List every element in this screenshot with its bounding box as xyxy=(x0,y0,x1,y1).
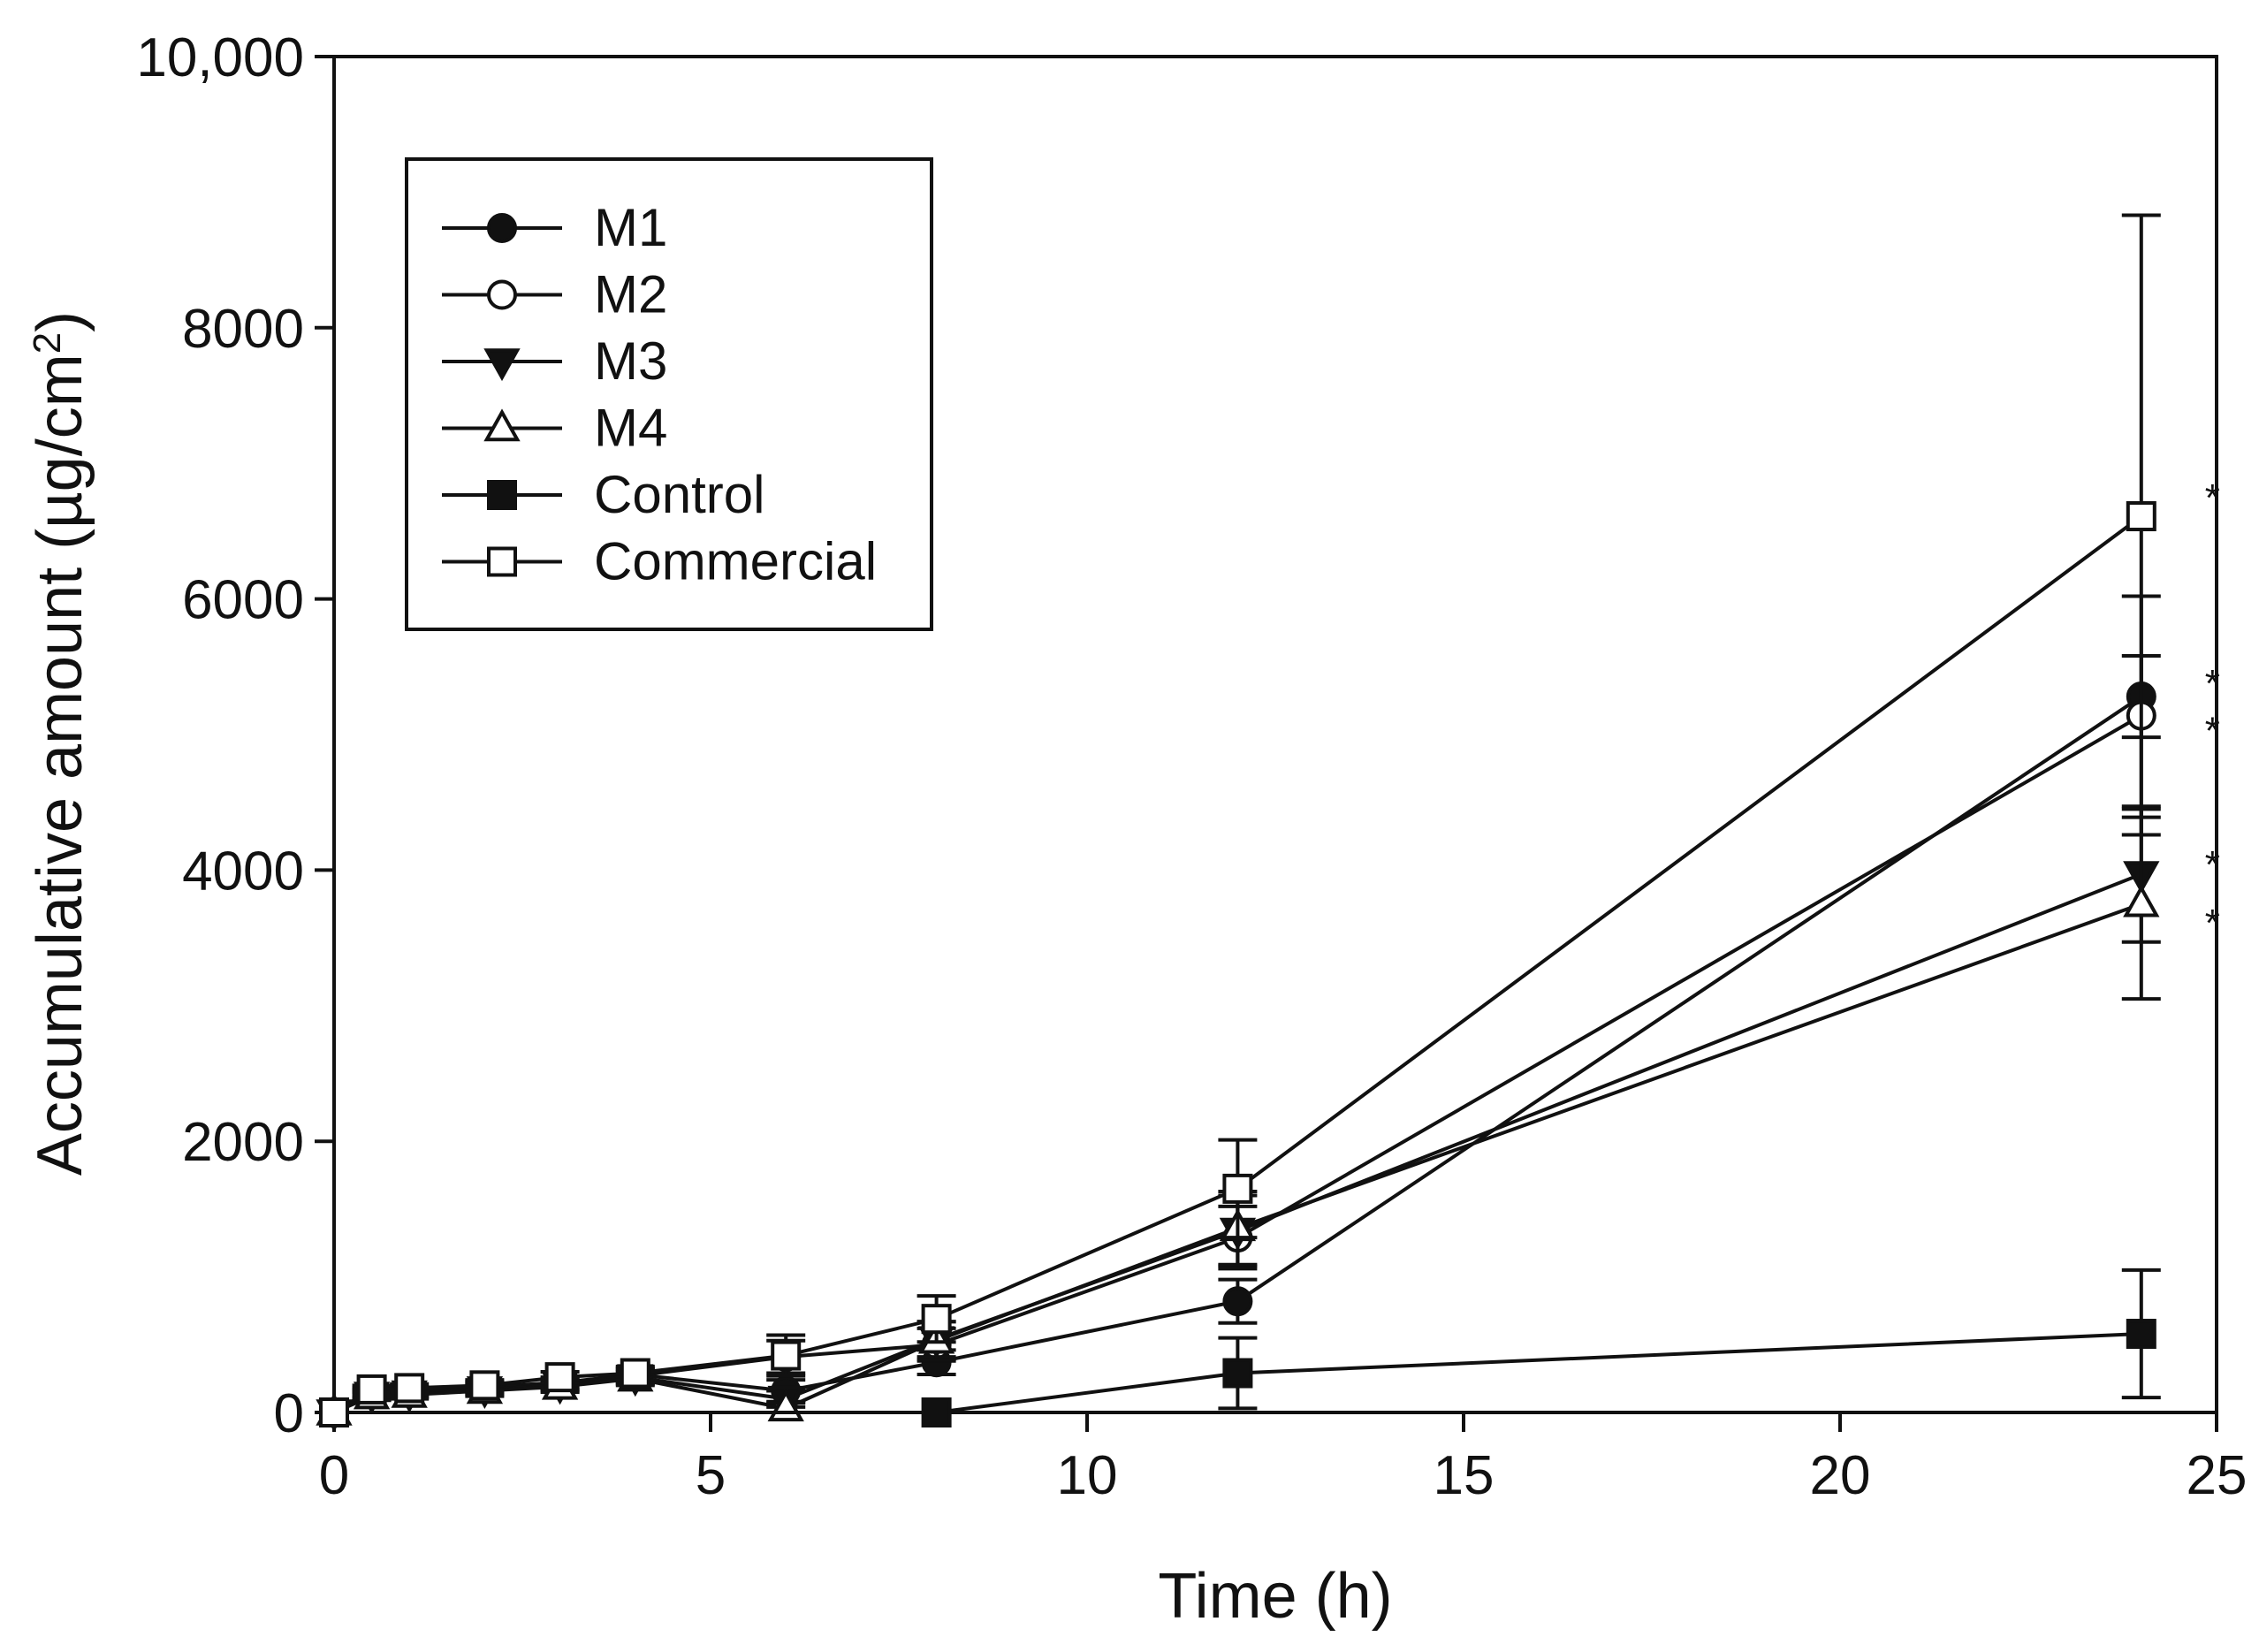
series-m4: * xyxy=(316,807,2220,1426)
x-tick-label: 20 xyxy=(1810,1445,1871,1506)
plot-border xyxy=(332,55,2218,1414)
series-m3: * xyxy=(316,804,2220,1433)
x-tick-label: 25 xyxy=(2187,1445,2248,1506)
series-commercial: * xyxy=(319,213,2220,1427)
legend-label-m4: M4 xyxy=(594,399,667,458)
significance-star-m1: * xyxy=(2205,662,2220,705)
y-axis-title: Accumulative amount (µg/cm2) xyxy=(25,311,95,1176)
x-tick-label: 0 xyxy=(319,1445,349,1506)
significance-star-m2: * xyxy=(2205,710,2220,753)
legend-marker-m3 xyxy=(483,348,521,382)
point-commercial xyxy=(544,1362,575,1393)
legend-label-m2: M2 xyxy=(594,265,667,324)
point-control xyxy=(1222,1358,1253,1389)
legend-marker-control xyxy=(487,480,517,510)
point-commercial xyxy=(356,1374,387,1405)
y-tick-label: 8000 xyxy=(182,299,304,360)
series-line-control xyxy=(334,1332,2141,1414)
legend-label-control: Control xyxy=(594,465,764,524)
point-commercial xyxy=(319,1397,349,1427)
series-line-commercial xyxy=(332,514,2142,1414)
legend-marker-m4 xyxy=(483,408,521,442)
y-tick-label: 2000 xyxy=(182,1112,304,1173)
point-commercial xyxy=(620,1358,650,1389)
legend-marker-commercial xyxy=(487,546,517,577)
y-tick-label: 4000 xyxy=(182,841,304,902)
legend-marker-m1 xyxy=(487,213,517,243)
series-line-m4 xyxy=(333,902,2142,1414)
series-m1: * xyxy=(319,654,2220,1427)
point-commercial xyxy=(921,1304,952,1335)
x-axis-title: Time (h) xyxy=(1158,1561,1392,1632)
y-axis-title-main: Accumulative amount (µg/cm xyxy=(25,354,95,1176)
point-commercial xyxy=(2126,501,2156,532)
plot-frame xyxy=(332,55,2218,1414)
y-axis-title-superscript: 2 xyxy=(26,332,69,354)
legend-label-m1: M1 xyxy=(594,198,667,257)
point-control xyxy=(2126,1319,2156,1350)
point-control xyxy=(921,1397,952,1427)
point-commercial xyxy=(771,1340,802,1371)
y-axis-title-close: ) xyxy=(25,311,95,332)
point-commercial xyxy=(469,1370,500,1401)
y-axis: 0 2000 4000 6000 8000 10,000 xyxy=(136,27,334,1444)
point-m1 xyxy=(1222,1286,1253,1317)
x-tick-label: 5 xyxy=(696,1445,726,1506)
y-tick-label: 0 xyxy=(274,1383,304,1444)
y-tick-label: 6000 xyxy=(182,570,304,631)
legend: M1 M2 M3 M4 Control Commercial xyxy=(405,157,933,631)
significance-star-commercial: * xyxy=(2205,476,2220,520)
point-m4 xyxy=(2123,884,2160,917)
x-tick-label: 15 xyxy=(1434,1445,1495,1506)
significance-star-m3: * xyxy=(2205,843,2220,887)
y-tick-label: 10,000 xyxy=(136,27,304,88)
point-commercial xyxy=(394,1373,425,1404)
legend-label-m3: M3 xyxy=(594,331,667,391)
series-m2: * xyxy=(319,594,2220,1427)
x-tick-label: 10 xyxy=(1057,1445,1118,1506)
point-commercial xyxy=(1222,1173,1253,1204)
series-layer: * * * * * xyxy=(316,213,2220,1433)
legend-marker-m2 xyxy=(487,279,517,310)
legend-label-commercial: Commercial xyxy=(594,532,877,591)
x-axis: 0 5 10 15 20 25 xyxy=(319,1412,2248,1506)
significance-star-m4: * xyxy=(2205,902,2220,945)
